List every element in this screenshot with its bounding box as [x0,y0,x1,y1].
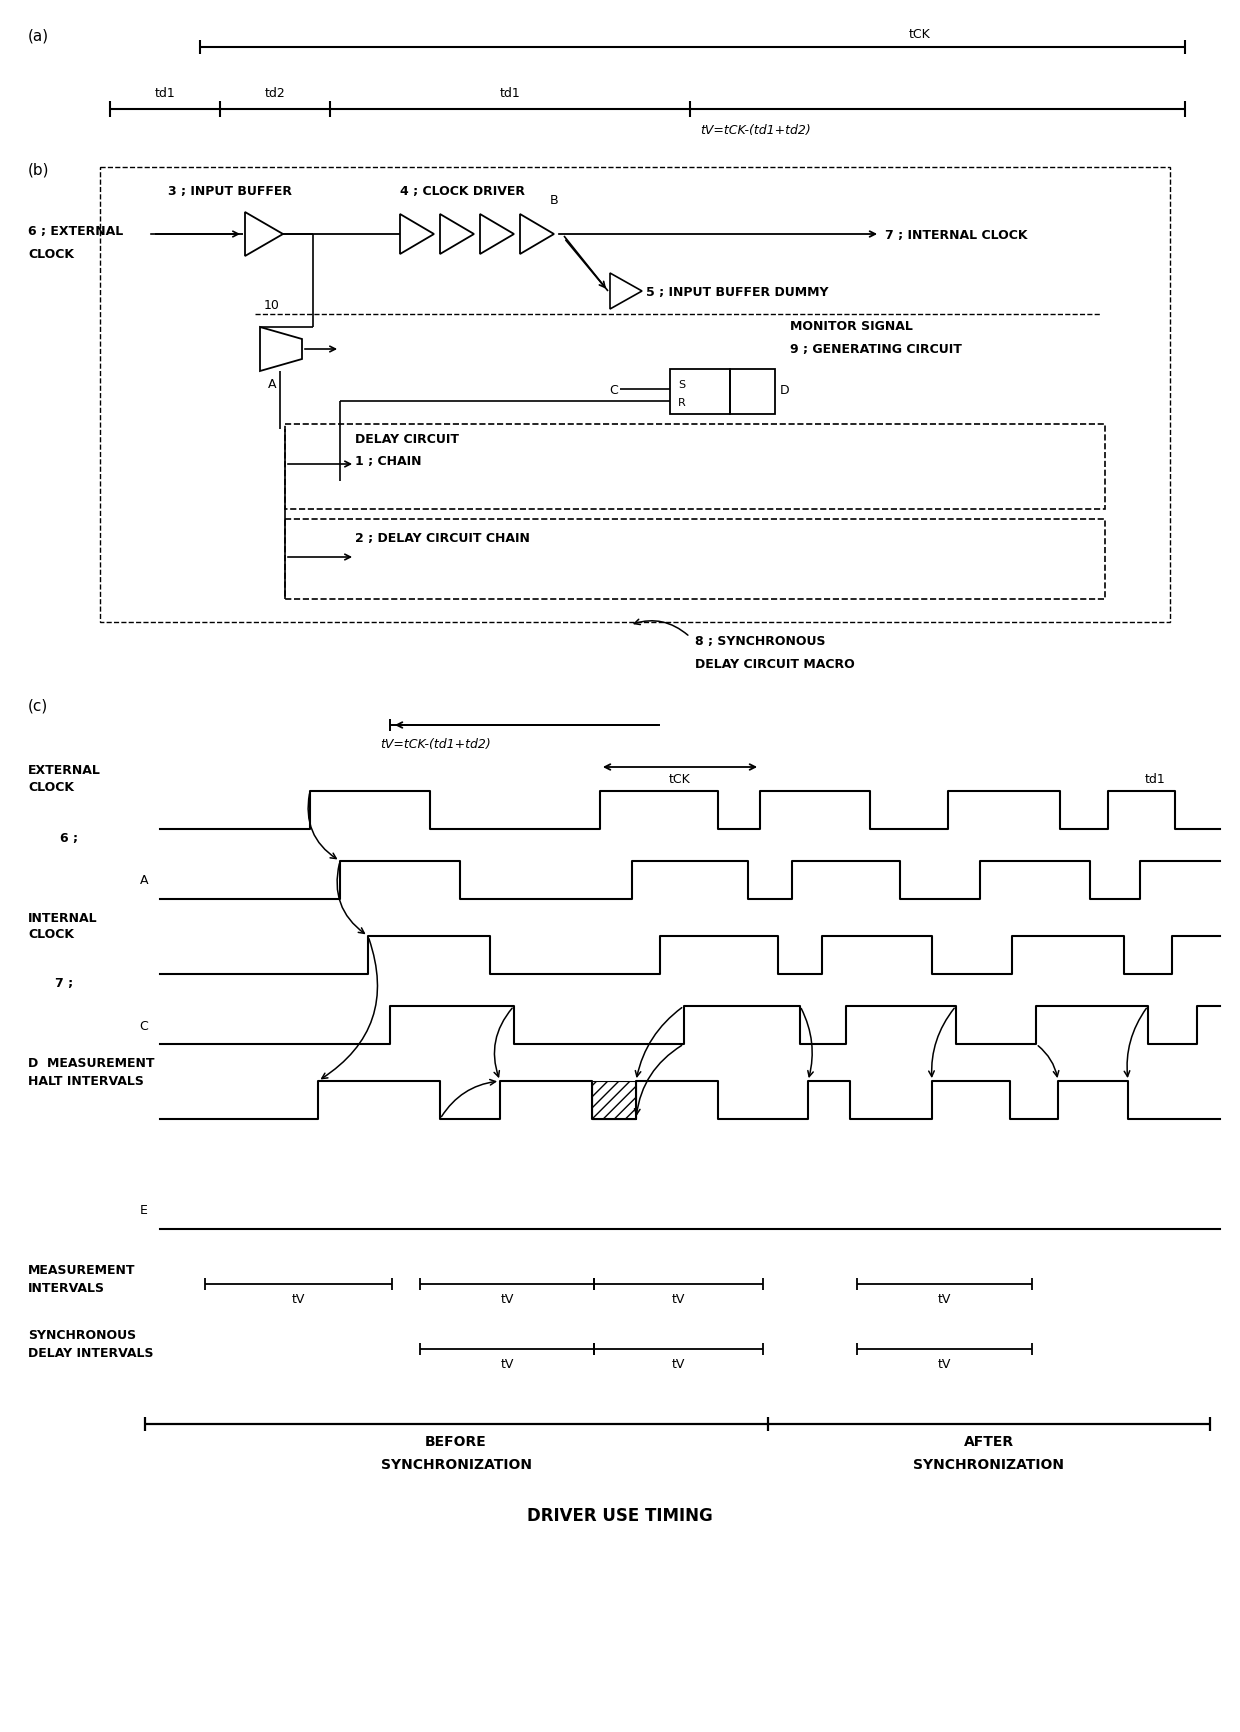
Text: D: D [780,383,790,397]
Text: tV: tV [671,1358,684,1370]
Text: DELAY INTERVALS: DELAY INTERVALS [29,1346,154,1360]
Text: S: S [678,379,686,390]
Text: E: E [140,1204,148,1218]
Text: C: C [139,1018,148,1032]
Text: 1 ; CHAIN: 1 ; CHAIN [355,456,422,468]
Text: A: A [139,875,148,887]
Text: CLOCK: CLOCK [29,927,74,940]
Text: INTERNAL: INTERNAL [29,911,98,925]
Text: td1: td1 [155,87,175,100]
Text: 3 ; INPUT BUFFER: 3 ; INPUT BUFFER [167,185,291,197]
Text: EXTERNAL: EXTERNAL [29,764,100,776]
Text: tV=tCK-(td1+td2): tV=tCK-(td1+td2) [379,738,491,750]
Bar [285,424,1105,509]
Text: 6 ; EXTERNAL: 6 ; EXTERNAL [29,225,123,237]
Text: (a): (a) [29,28,50,43]
Text: tCK: tCK [909,28,931,42]
Text: DELAY CIRCUIT MACRO: DELAY CIRCUIT MACRO [694,658,854,670]
Text: CLOCK: CLOCK [29,781,74,793]
Text: D  MEASUREMENT: D MEASUREMENT [29,1057,155,1069]
Text: 7 ; INTERNAL CLOCK: 7 ; INTERNAL CLOCK [885,229,1028,241]
Text: MONITOR SIGNAL: MONITOR SIGNAL [790,320,913,333]
Text: CLOCK: CLOCK [29,248,74,262]
Text: (c): (c) [29,698,48,712]
Text: tV: tV [500,1292,513,1306]
Bar [285,520,1105,599]
Text: R: R [678,398,686,407]
Text: tV: tV [671,1292,684,1306]
Text: tCK: tCK [670,772,691,786]
Text: AFTER: AFTER [963,1434,1014,1448]
Text: MEASUREMENT: MEASUREMENT [29,1263,135,1276]
Text: INTERVALS: INTERVALS [29,1282,105,1294]
Text: A: A [268,378,277,391]
Text: SYNCHRONIZATION: SYNCHRONIZATION [381,1457,532,1470]
Text: td2: td2 [264,87,285,100]
Text: tV: tV [291,1292,305,1306]
Text: HALT INTERVALS: HALT INTERVALS [29,1074,144,1088]
Text: 6 ;: 6 ; [60,831,78,845]
Bar [591,1081,636,1119]
Text: 9 ; GENERATING CIRCUIT: 9 ; GENERATING CIRCUIT [790,343,962,355]
Text: td1: td1 [1145,772,1166,786]
Text: SYNCHRONIZATION: SYNCHRONIZATION [914,1457,1064,1470]
Text: tV=tCK-(td1+td2): tV=tCK-(td1+td2) [701,125,811,137]
Text: 2 ; DELAY CIRCUIT CHAIN: 2 ; DELAY CIRCUIT CHAIN [355,532,529,544]
Text: td1: td1 [500,87,521,100]
Text: 4 ; CLOCK DRIVER: 4 ; CLOCK DRIVER [401,185,525,197]
Text: 5 ; INPUT BUFFER DUMMY: 5 ; INPUT BUFFER DUMMY [646,286,828,298]
Bar [100,168,1171,622]
Text: tV: tV [937,1292,951,1306]
Text: BEFORE: BEFORE [425,1434,487,1448]
Text: SYNCHRONOUS: SYNCHRONOUS [29,1328,136,1341]
Text: 8 ; SYNCHRONOUS: 8 ; SYNCHRONOUS [694,634,826,648]
Text: DRIVER USE TIMING: DRIVER USE TIMING [527,1507,713,1524]
Bar [730,371,775,414]
Bar [670,371,730,414]
Text: tV: tV [500,1358,513,1370]
Text: (b): (b) [29,161,50,177]
Text: 7 ;: 7 ; [55,977,73,989]
Text: 10: 10 [264,300,280,312]
Text: C: C [609,383,618,397]
Text: B: B [549,194,558,206]
Text: DELAY CIRCUIT: DELAY CIRCUIT [355,433,459,445]
Text: tV: tV [937,1358,951,1370]
